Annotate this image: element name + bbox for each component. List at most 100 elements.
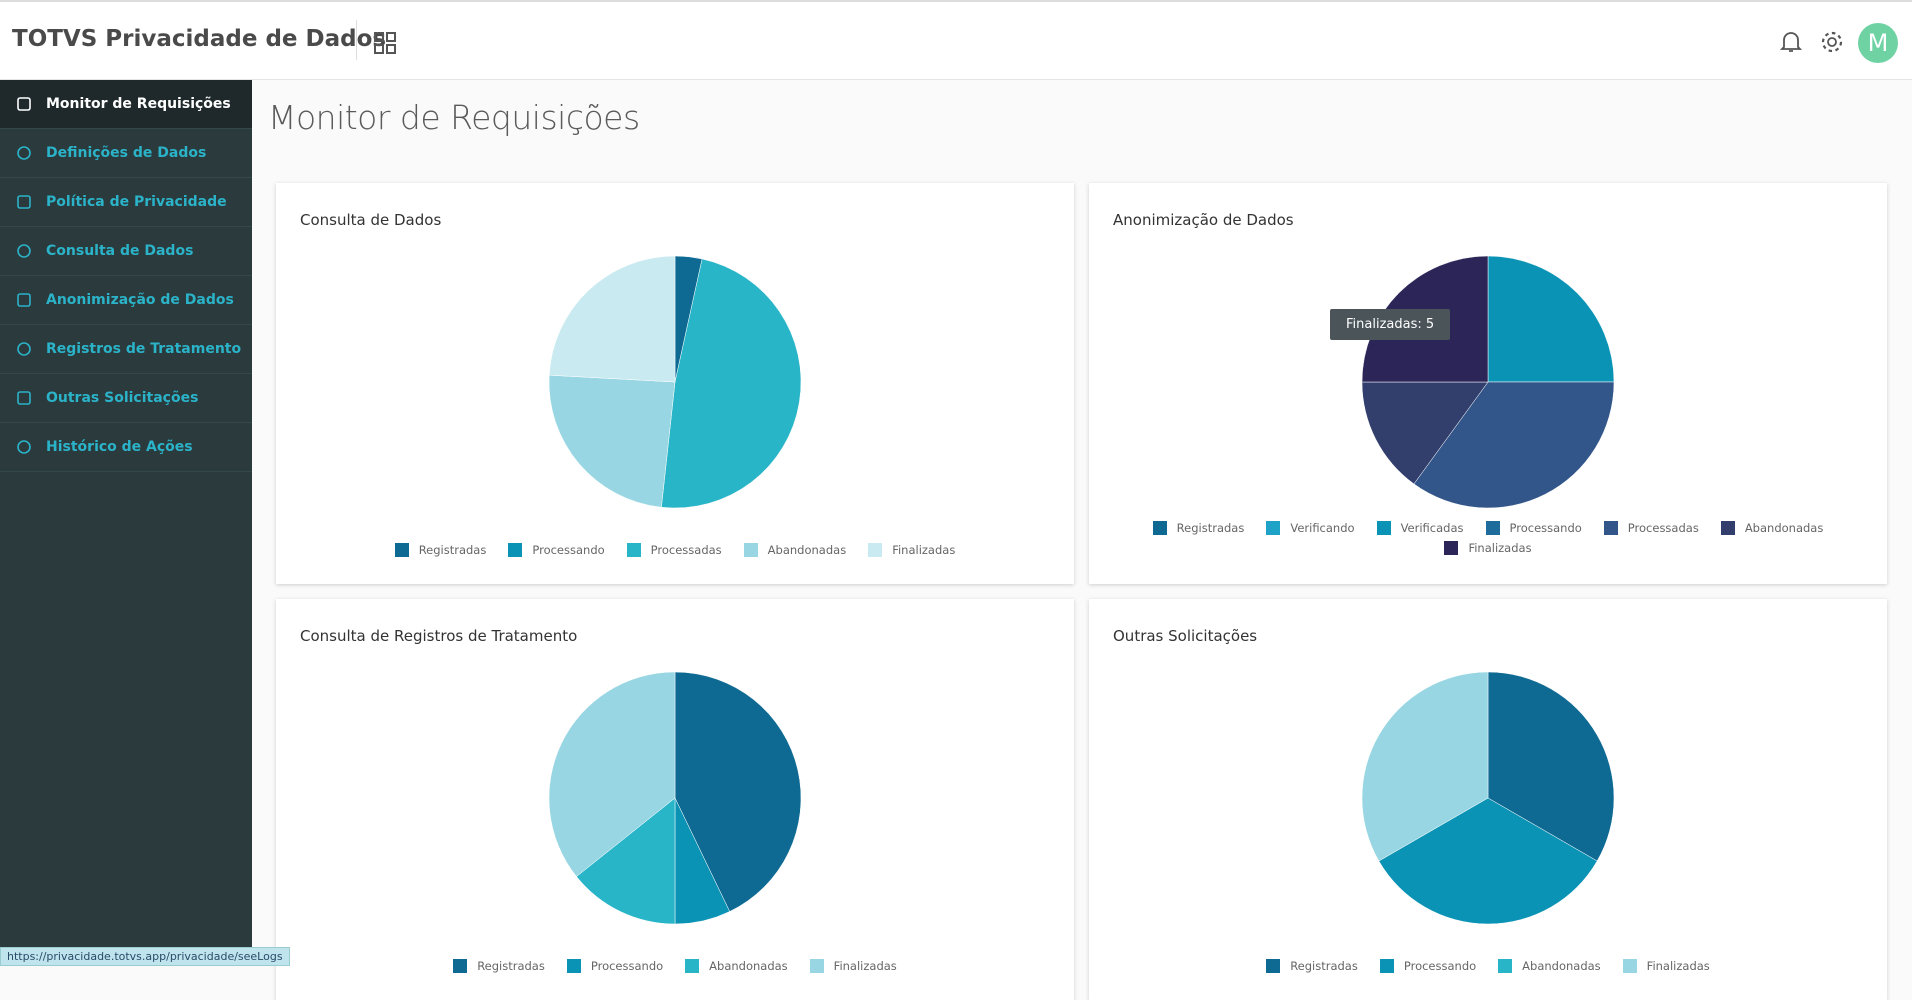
legend-swatch: [508, 543, 522, 557]
pie-slice[interactable]: [549, 256, 675, 382]
nav-item[interactable]: Política de Privacidade: [0, 178, 252, 227]
nav-item[interactable]: Monitor de Requisições: [0, 80, 252, 129]
page: TOTVS Privacidade de Dados {"header": {"…: [0, 0, 1912, 966]
nav-icon: [16, 341, 32, 357]
legend-swatch: [685, 959, 699, 973]
legend: Registradas Verificando Verificadas Process…: [1149, 521, 1827, 555]
legend-swatch: [810, 959, 824, 973]
nav-item[interactable]: Registros de Tratamento: [0, 325, 252, 374]
legend-item[interactable]: Finalizadas: [1623, 959, 1710, 973]
nav-icon: [16, 96, 32, 112]
legend-label: Processadas: [651, 543, 722, 557]
nav-icon: [16, 390, 32, 406]
legend-label: Finalizadas: [834, 959, 897, 973]
legend-swatch: [1266, 959, 1280, 973]
legend-swatch: [1623, 959, 1637, 973]
legend-label: Registradas: [1177, 521, 1245, 535]
icon-shape: [18, 196, 30, 208]
settings-icon[interactable]: [1820, 30, 1844, 54]
icon-shape: [18, 343, 30, 355]
page-title: Monitor de Requisições: [268, 98, 640, 137]
nav-label: Histórico de Ações: [46, 439, 193, 455]
icon-shape: [18, 294, 30, 306]
avatar[interactable]: M: [1858, 23, 1898, 63]
legend-item[interactable]: Finalizadas: [1444, 541, 1531, 555]
nav-item[interactable]: Consulta de Dados: [0, 227, 252, 276]
nav-label: Monitor de Requisições: [46, 96, 231, 112]
legend-label: Abandonadas: [768, 543, 847, 557]
legend-item[interactable]: Registradas: [1266, 959, 1358, 973]
legend-swatch: [1604, 521, 1618, 535]
nav-label: Definições de Dados: [46, 145, 206, 161]
pie-slice[interactable]: [549, 375, 675, 507]
legend-item[interactable]: Finalizadas: [868, 543, 955, 557]
icon-shape: [18, 147, 30, 159]
legend-swatch: [1377, 521, 1391, 535]
nav-item[interactable]: Anonimização de Dados: [0, 276, 252, 325]
nav-label: Registros de Tratamento: [46, 341, 241, 357]
legend-swatch: [1153, 521, 1167, 535]
legend-label: Verificando: [1290, 521, 1354, 535]
pie-chart: [276, 599, 1074, 939]
sidebar: Monitor de Requisições Definições de Dado…: [0, 80, 252, 966]
apps-icon[interactable]: [374, 32, 396, 54]
legend-label: Processando: [1404, 959, 1476, 973]
legend-item[interactable]: Processando: [567, 959, 663, 973]
nav-item[interactable]: Definições de Dados: [0, 129, 252, 178]
legend-swatch: [1266, 521, 1280, 535]
legend-swatch: [627, 543, 641, 557]
legend-swatch: [1486, 521, 1500, 535]
legend-swatch: [1380, 959, 1394, 973]
legend-swatch: [453, 959, 467, 973]
nav-label: Outras Solicitações: [46, 390, 198, 406]
legend-swatch: [567, 959, 581, 973]
icon-shape: [18, 392, 30, 404]
nav-item[interactable]: Histórico de Ações: [0, 423, 252, 472]
nav-label: Política de Privacidade: [46, 194, 227, 210]
notifications-icon[interactable]: [1780, 30, 1802, 54]
tooltip: Finalizadas: 5: [1330, 309, 1450, 340]
legend-item[interactable]: Abandonadas: [685, 959, 788, 973]
legend-label: Abandonadas: [1745, 521, 1824, 535]
legend: Registradas Processando Abandonadas Finaliz…: [1149, 959, 1827, 973]
legend-label: Processando: [532, 543, 604, 557]
legend-item[interactable]: Processando: [1380, 959, 1476, 973]
legend-item[interactable]: Registradas: [395, 543, 487, 557]
legend-swatch: [1721, 521, 1735, 535]
legend-item[interactable]: Registradas: [1153, 521, 1245, 535]
icon-shape: [18, 98, 30, 110]
legend-item[interactable]: Verificadas: [1377, 521, 1464, 535]
legend-label: Verificadas: [1401, 521, 1464, 535]
legend-label: Finalizadas: [892, 543, 955, 557]
pie-chart: [1089, 183, 1887, 523]
legend-swatch: [868, 543, 882, 557]
icon-shape: [18, 245, 30, 257]
legend: Registradas Processando Abandonadas Finaliz…: [336, 959, 1014, 973]
pie-slice[interactable]: [1488, 256, 1614, 382]
legend-label: Processadas: [1628, 521, 1699, 535]
legend-item[interactable]: Processadas: [1604, 521, 1699, 535]
legend-item[interactable]: Verificando: [1266, 521, 1354, 535]
legend-item[interactable]: Registradas: [453, 959, 545, 973]
legend-item[interactable]: Abandonadas: [1721, 521, 1824, 535]
legend-swatch: [395, 543, 409, 557]
legend-label: Registradas: [477, 959, 545, 973]
legend-label: Processando: [591, 959, 663, 973]
nav-label: Anonimização de Dados: [46, 292, 234, 308]
legend-item[interactable]: Processando: [508, 543, 604, 557]
legend-label: Abandonadas: [709, 959, 788, 973]
nav-item[interactable]: Outras Solicitações: [0, 374, 252, 423]
pie-chart: [276, 183, 1074, 523]
legend-item[interactable]: Finalizadas: [810, 959, 897, 973]
legend-label: Registradas: [1290, 959, 1358, 973]
legend-item[interactable]: Processadas: [627, 543, 722, 557]
legend-item[interactable]: Abandonadas: [1498, 959, 1601, 973]
legend-label: Abandonadas: [1522, 959, 1601, 973]
legend-item[interactable]: Abandonadas: [744, 543, 847, 557]
legend-item[interactable]: Processando: [1486, 521, 1582, 535]
legend-swatch: [1444, 541, 1458, 555]
icon-shape: [18, 441, 30, 453]
